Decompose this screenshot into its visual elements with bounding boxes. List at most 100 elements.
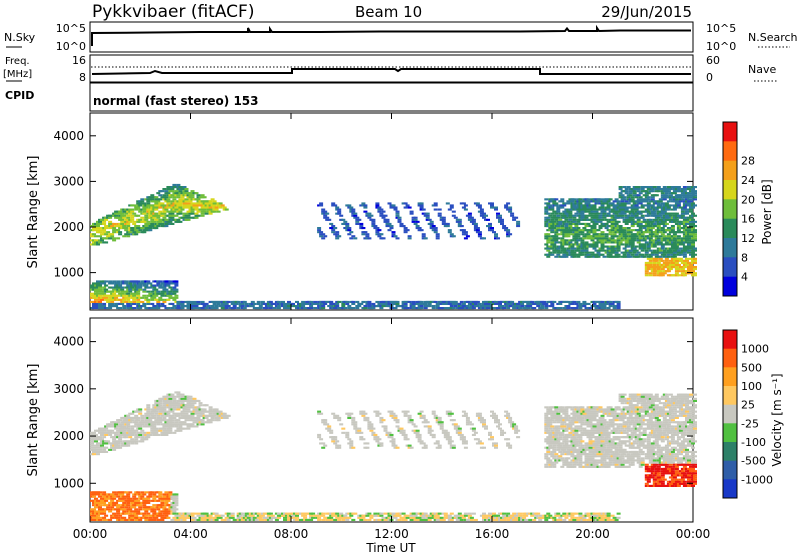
echo-cell	[388, 223, 392, 225]
echo-cell	[152, 510, 156, 512]
echo-cell	[90, 287, 94, 289]
echo-cell	[687, 248, 691, 250]
echo-cell	[96, 517, 100, 519]
echo-cell	[349, 515, 353, 517]
echo-cell	[144, 515, 148, 517]
echo-cell	[361, 517, 365, 519]
echo-cell	[170, 223, 174, 225]
echo-cell	[104, 500, 108, 502]
echo-cell	[156, 508, 160, 510]
echo-cell	[667, 254, 671, 256]
echo-cell	[388, 229, 392, 231]
echo-cell	[160, 303, 164, 305]
echo-cell	[132, 307, 136, 309]
echo-cell	[689, 200, 693, 202]
echo-cell	[587, 254, 591, 256]
echo-cell	[144, 438, 148, 440]
echo-cell	[490, 229, 494, 231]
echo-cell	[582, 305, 586, 307]
echo-cell	[568, 211, 572, 213]
echo-cell	[398, 217, 402, 219]
echo-cell	[319, 231, 323, 233]
echo-cell	[570, 303, 574, 305]
echo-cell	[319, 438, 323, 440]
echo-cell	[162, 211, 166, 213]
echo-cell	[498, 303, 502, 305]
echo-cell	[434, 209, 438, 211]
echo-cell	[420, 229, 424, 231]
echo-cell	[460, 225, 464, 227]
echo-cell	[174, 285, 178, 287]
echo-cell	[609, 198, 613, 200]
echo-cell	[118, 233, 122, 235]
echo-cell	[251, 301, 255, 303]
echo-cell	[691, 219, 695, 221]
echo-cell	[434, 202, 438, 204]
echo-cell	[102, 303, 106, 305]
echo-cell	[174, 282, 178, 284]
echo-cell	[94, 449, 98, 451]
echo-cell	[146, 280, 150, 282]
echo-cell	[661, 260, 665, 262]
colorbar-swatch	[723, 219, 737, 239]
echo-cell	[639, 237, 643, 239]
echo-cell	[112, 491, 116, 493]
echo-cell	[382, 217, 386, 219]
echo-cell	[408, 301, 412, 303]
echo-cell	[605, 223, 609, 225]
echo-cell	[132, 301, 136, 303]
echo-cell	[355, 301, 359, 303]
echo-cell	[635, 246, 639, 248]
echo-cell	[560, 225, 564, 227]
echo-cell	[659, 215, 663, 217]
echo-cell	[460, 301, 464, 303]
echo-cell	[601, 243, 605, 245]
echo-cell	[162, 301, 166, 303]
echo-cell	[345, 223, 349, 225]
echo-cell	[601, 248, 605, 250]
echo-cell	[138, 519, 142, 521]
echo-cell	[685, 213, 689, 215]
echo-cell	[170, 190, 174, 192]
echo-cell	[631, 254, 635, 256]
echo-cell	[104, 515, 108, 517]
echo-cell	[516, 225, 520, 227]
y-tick-label: 3000	[53, 174, 84, 188]
echo-cell	[124, 227, 128, 229]
echo-cell	[172, 299, 176, 301]
echo-cell	[345, 432, 349, 434]
echo-cell	[554, 239, 558, 241]
echo-cell	[118, 515, 122, 517]
echo-cell	[661, 192, 665, 194]
echo-cell	[313, 307, 317, 309]
echo-cell	[482, 213, 486, 215]
echo-cell	[432, 307, 436, 309]
echo-cell	[144, 207, 148, 209]
echo-cell	[677, 188, 681, 190]
echo-cell	[90, 293, 94, 295]
echo-cell	[152, 217, 156, 219]
echo-cell	[619, 192, 623, 194]
echo-cell	[392, 233, 396, 235]
echo-cell	[390, 207, 394, 209]
echo-cell	[578, 229, 582, 231]
echo-cell	[458, 223, 462, 225]
echo-cell	[693, 268, 697, 270]
echo-cell	[428, 305, 432, 307]
echo-cell	[504, 204, 508, 206]
freq-left-tick-top: 16	[72, 54, 86, 67]
echo-cell	[164, 209, 168, 211]
echo-cell	[693, 186, 697, 188]
y-tick-label: 4000	[53, 129, 84, 143]
echo-cell	[351, 303, 355, 305]
echo-cell	[494, 235, 498, 237]
echo-cell	[187, 400, 191, 402]
echo-cell	[617, 254, 621, 256]
echo-cell	[191, 404, 195, 406]
echo-cell	[434, 204, 438, 206]
echo-cell	[647, 192, 651, 194]
echo-cell	[203, 408, 207, 410]
echo-cell	[532, 307, 536, 309]
echo-cell	[394, 209, 398, 211]
echo-cell	[691, 213, 695, 215]
